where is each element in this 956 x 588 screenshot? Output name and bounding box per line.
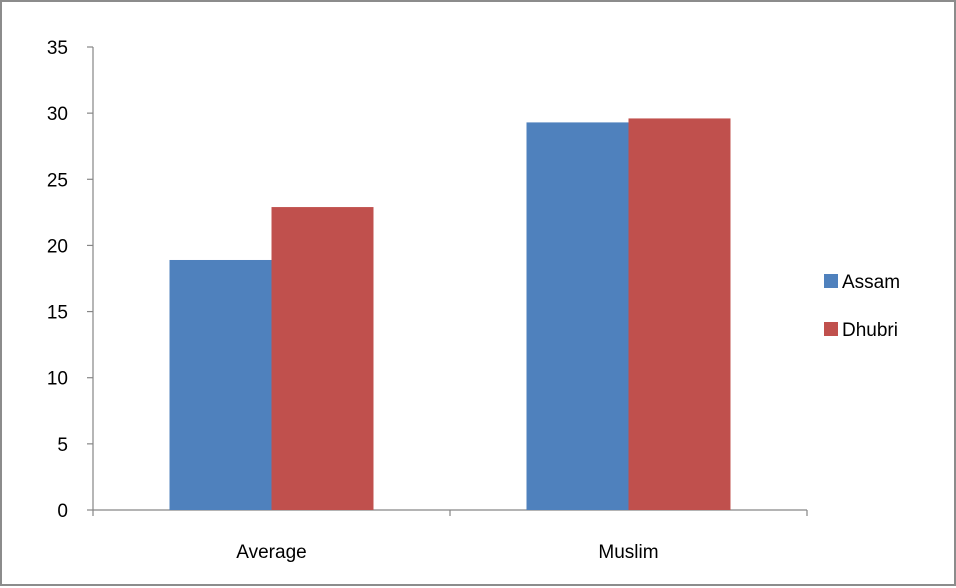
y-tick-label: 25 <box>47 170 68 191</box>
legend-swatch-dhubri <box>824 322 838 336</box>
y-tick-label: 10 <box>47 369 68 390</box>
y-tick-labels: 0 5 10 15 20 25 30 35 <box>47 38 68 522</box>
y-tick-label: 30 <box>47 104 68 125</box>
x-tick-label: Muslim <box>598 542 658 563</box>
y-tick-label: 15 <box>47 303 68 324</box>
legend: Assam Dhubri <box>824 272 900 341</box>
bar-dhubri-average <box>271 207 374 510</box>
x-tick-label: Average <box>236 542 306 563</box>
y-tick-label: 35 <box>47 38 68 59</box>
bars <box>169 118 731 510</box>
bar-dhubri-muslim <box>628 118 731 510</box>
legend-label-assam: Assam <box>842 272 900 293</box>
y-tick-label: 0 <box>57 501 68 522</box>
y-tick-label: 20 <box>47 236 68 257</box>
bar-assam-average <box>169 259 272 510</box>
legend-swatch-assam <box>824 274 838 288</box>
legend-label-dhubri: Dhubri <box>842 320 898 341</box>
y-tick-label: 5 <box>57 435 68 456</box>
x-tick-labels: Average Muslim <box>236 542 658 563</box>
bar-assam-muslim <box>526 122 629 510</box>
